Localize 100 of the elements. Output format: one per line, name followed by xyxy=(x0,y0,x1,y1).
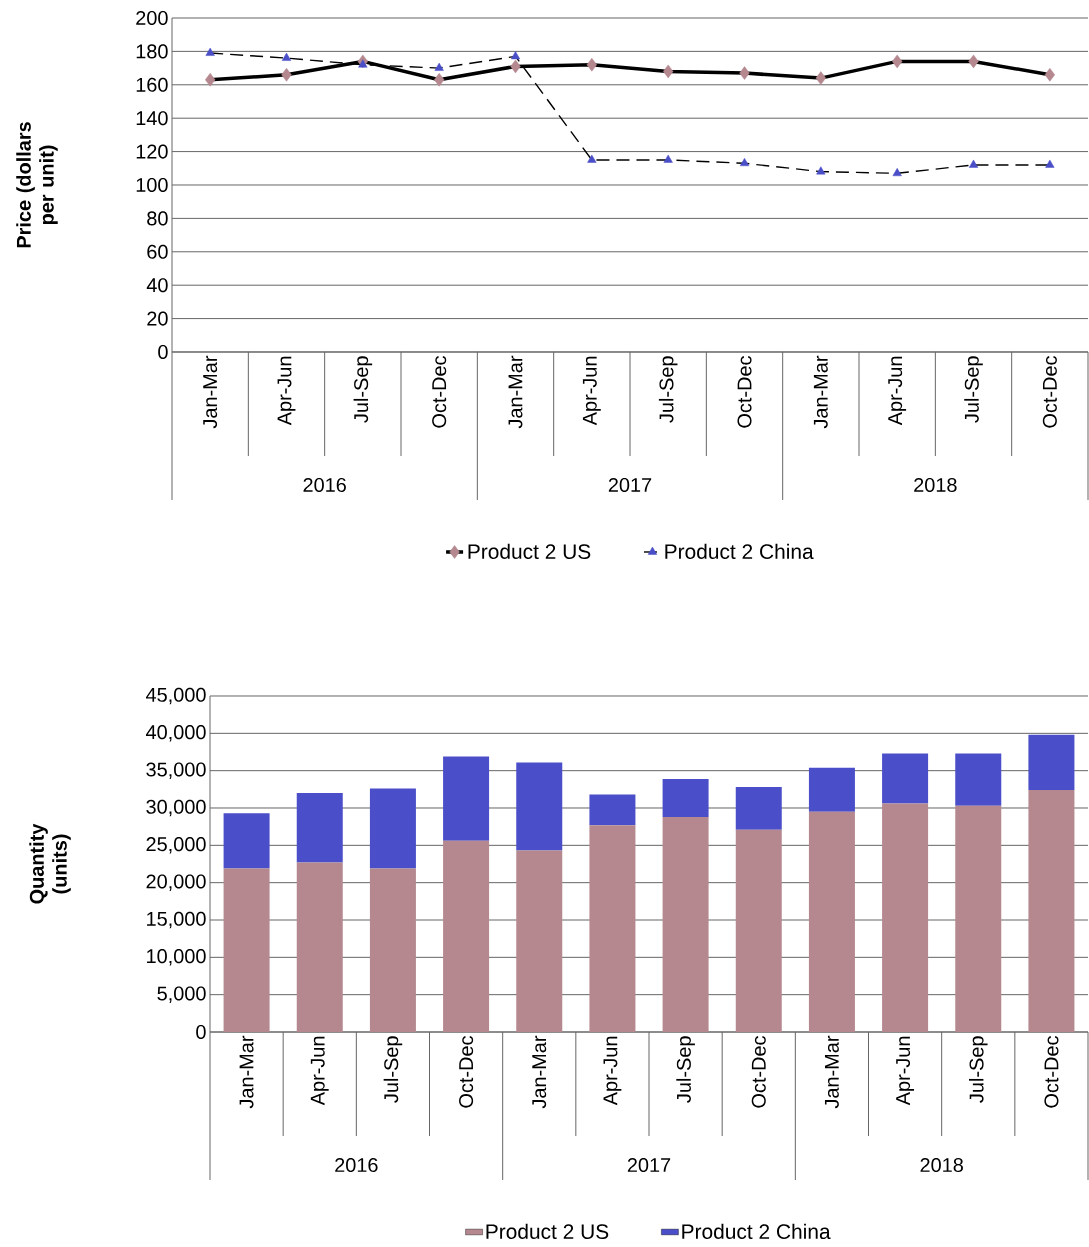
y-tick-label: 20 xyxy=(147,311,168,326)
x-tick-label: Jan-Mar xyxy=(532,1035,547,1109)
x-tick-label: Apr-Jun xyxy=(310,1036,329,1106)
bar xyxy=(808,767,855,812)
y-axis-title: Price (dollars per unit) xyxy=(16,122,58,248)
x-tick-label: Jan-Mar xyxy=(508,355,523,429)
x-tick-label: Jul-Sep xyxy=(658,356,678,423)
point xyxy=(510,59,521,74)
bar xyxy=(223,813,270,869)
x-tick-label: Oct-Dec xyxy=(737,356,752,428)
bar xyxy=(662,816,709,1032)
point xyxy=(205,47,215,56)
point xyxy=(815,71,826,85)
y-tick-label: 140 xyxy=(136,111,168,126)
point xyxy=(816,166,826,175)
x-tick-label: Apr-Jun xyxy=(603,1036,622,1106)
y-tick-label: 40 xyxy=(146,278,168,293)
legend-label: Product 2 China xyxy=(682,1223,831,1240)
text: 2016 xyxy=(335,1157,378,1173)
point xyxy=(587,154,597,163)
text: 2016 xyxy=(303,477,346,493)
point xyxy=(358,59,368,68)
bar xyxy=(589,794,636,826)
y-tick-label: 120 xyxy=(136,144,168,159)
x-tick-label: Jan-Mar xyxy=(203,355,218,429)
bar xyxy=(1028,790,1075,1032)
y-tick-label: 5,000 xyxy=(157,986,206,1003)
x-tick-label: Jan-Mar xyxy=(239,1035,254,1109)
point xyxy=(968,159,979,168)
point xyxy=(586,58,597,72)
bar xyxy=(516,850,563,1032)
y-axis-title: Quantity (units) xyxy=(29,823,71,904)
y-tick-label: 200 xyxy=(136,10,168,26)
legend-label: Product 2 China xyxy=(665,543,814,560)
bar xyxy=(589,825,636,1032)
y-tick-label: 0 xyxy=(196,1024,206,1040)
bar xyxy=(296,862,343,1032)
point xyxy=(1044,68,1055,82)
point xyxy=(205,73,216,87)
bar xyxy=(735,787,782,830)
x-tick-label: Jan-Mar xyxy=(813,355,828,429)
y-tick-label: 45,000 xyxy=(145,687,206,705)
bar xyxy=(955,805,1002,1032)
x-tick-label: Apr-Jun xyxy=(582,356,601,426)
bar xyxy=(662,778,709,817)
x-tick-label: Apr-Jun xyxy=(888,356,907,426)
y-tick-label: 100 xyxy=(136,177,168,193)
y-tick-label: 15,000 xyxy=(147,911,206,929)
y-tick-label: 80 xyxy=(147,211,168,226)
y-tick-label: 60 xyxy=(147,244,168,259)
y-tick-label: 40,000 xyxy=(145,725,206,742)
x-tick-label: Jul-Sep xyxy=(968,1036,988,1103)
x-tick-label: Oct-Dec xyxy=(751,1036,766,1108)
bar xyxy=(808,811,855,1032)
y-tick-label: 35,000 xyxy=(146,762,206,779)
text: 2017 xyxy=(627,1157,671,1173)
point xyxy=(663,64,674,79)
point xyxy=(434,62,444,71)
point xyxy=(281,52,292,61)
point xyxy=(434,73,445,87)
x-tick-label: Jul-Sep xyxy=(353,356,373,423)
point xyxy=(968,54,979,69)
x-tick-label: Jul-Sep xyxy=(676,1036,695,1103)
point xyxy=(1045,159,1055,168)
y-tick-label: 0 xyxy=(158,344,168,360)
y-tick-label: 10,000 xyxy=(147,949,206,966)
bar xyxy=(1028,734,1075,791)
x-tick-label: Oct-Dec xyxy=(432,356,447,428)
y-tick-label: 180 xyxy=(136,44,168,59)
point xyxy=(663,154,673,163)
bar xyxy=(882,753,929,804)
point xyxy=(281,68,292,82)
y-tick-label: 20,000 xyxy=(146,874,206,891)
bar xyxy=(296,793,343,863)
bar xyxy=(735,829,782,1032)
point xyxy=(892,168,902,177)
x-tick-label: Oct-Dec xyxy=(1042,356,1057,428)
x-tick-label: Jan-Mar xyxy=(824,1035,839,1109)
y-tick-label: 30,000 xyxy=(146,799,206,817)
bar xyxy=(955,753,1002,806)
x-tick-label: Oct-Dec xyxy=(1044,1036,1059,1108)
point xyxy=(892,54,903,69)
bar xyxy=(443,756,490,841)
text: 2018 xyxy=(914,477,957,493)
point xyxy=(739,158,750,167)
y-tick-label: 160 xyxy=(136,77,168,92)
bar xyxy=(443,840,490,1032)
x-tick-label: Apr-Jun xyxy=(277,356,296,426)
x-tick-label: Apr-Jun xyxy=(896,1036,915,1106)
point xyxy=(739,66,750,80)
bar xyxy=(223,868,270,1032)
legend-label: Product 2 US xyxy=(486,1223,609,1240)
x-tick-label: Jul-Sep xyxy=(964,356,983,423)
text: 2017 xyxy=(608,477,652,493)
y-tick-label: 25,000 xyxy=(146,837,206,854)
x-tick-label: Jul-Sep xyxy=(383,1036,403,1103)
bar xyxy=(882,803,929,1032)
point xyxy=(510,51,521,60)
bar xyxy=(369,788,416,869)
text: 2018 xyxy=(920,1157,963,1173)
